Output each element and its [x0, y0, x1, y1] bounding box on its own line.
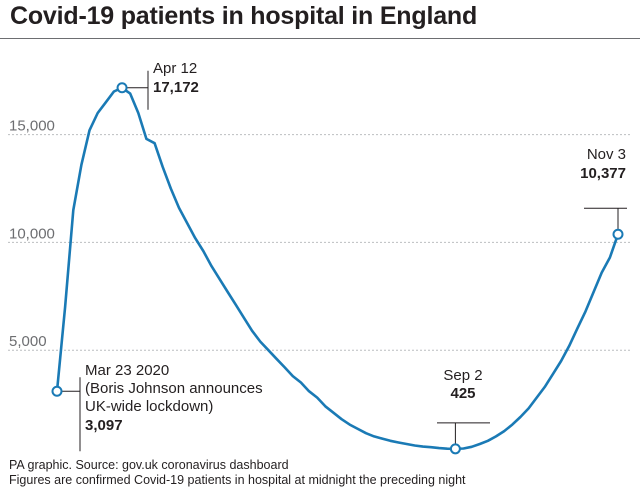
methodology-note: Figures are confirmed Covid-19 patients … [9, 473, 466, 487]
y-tick-label: 10,000 [9, 225, 55, 242]
annotation-low-value: 425 [450, 385, 475, 402]
chart-title: Covid-19 patients in hospital in England [10, 2, 478, 30]
gridlines [8, 134, 632, 351]
annotation-end-date: Nov 3 [587, 146, 626, 163]
annotation-start-note-2: UK-wide lockdown) [85, 398, 213, 415]
leader-low [437, 422, 490, 445]
leader-start [61, 377, 81, 452]
annotation-end: Nov 3 10,377 [580, 146, 626, 182]
point-low [449, 443, 461, 455]
source-note: PA graphic. Source: gov.uk coronavirus d… [9, 458, 289, 472]
annotation-start-date: Mar 23 2020 [85, 362, 169, 379]
annotation-peak-value: 17,172 [153, 79, 199, 96]
annotation-peak-date: Apr 12 [153, 60, 197, 77]
point-start [51, 385, 63, 397]
chart-footer: PA graphic. Source: gov.uk coronavirus d… [9, 458, 466, 488]
annotation-low-date: Sep 2 [443, 367, 482, 384]
annotation-low: Sep 2 425 [443, 367, 482, 402]
leader-peak [126, 70, 149, 110]
annotation-start-value: 3,097 [85, 417, 123, 434]
y-tick-label: 15,000 [9, 118, 55, 135]
point-peak [116, 82, 128, 94]
leader-end [584, 207, 627, 231]
title-divider [0, 38, 640, 39]
series-line [55, 86, 620, 451]
annotation-start-note-1: (Boris Johnson announces [85, 380, 263, 397]
hospital-patients-chart: 5,000 10,000 15,000 Mar 23 2020 (Boris J… [8, 60, 632, 455]
series-layer [55, 86, 620, 451]
annotation-peak: Apr 12 17,172 [153, 60, 199, 96]
y-axis-ticks: 5,000 10,000 15,000 [9, 118, 55, 351]
y-tick-label: 5,000 [9, 333, 47, 350]
point-end [612, 228, 624, 240]
annotation-start: Mar 23 2020 (Boris Johnson announces UK-… [85, 362, 263, 434]
annotation-end-value: 10,377 [580, 165, 626, 182]
callouts [51, 70, 627, 455]
